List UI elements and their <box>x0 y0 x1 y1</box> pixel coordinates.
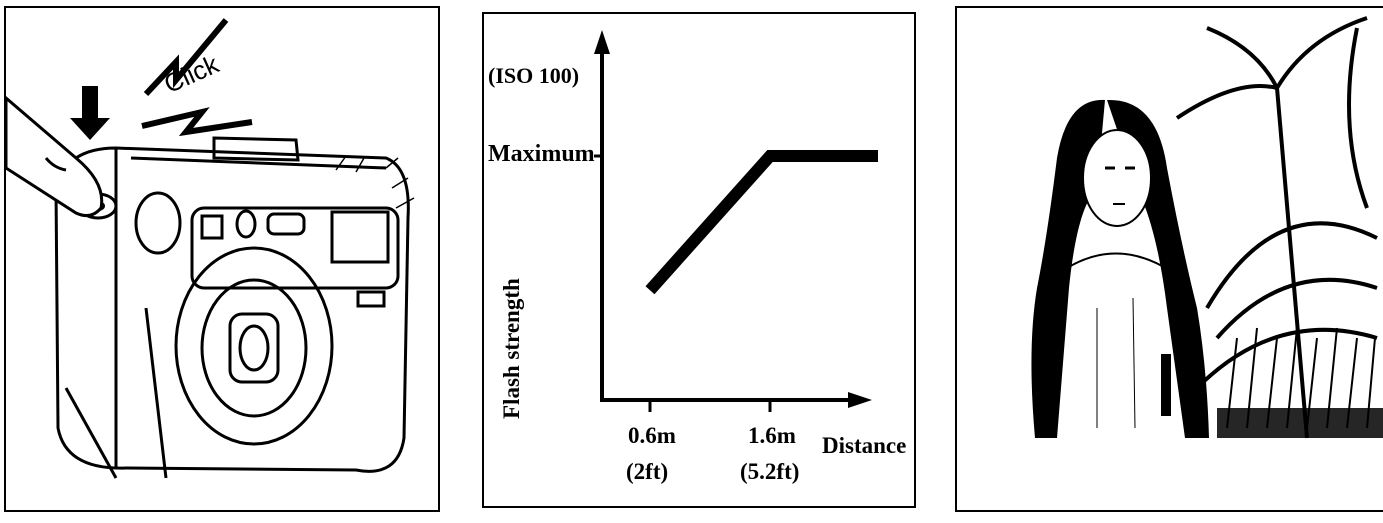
palm-tree-icon <box>1175 16 1378 439</box>
lightning-bolt-icon <box>141 18 253 137</box>
x-tick-alt-label-0: (2ft) <box>626 459 669 484</box>
y-axis-label: Flash strength <box>499 278 524 419</box>
x-axis-label: Distance <box>822 433 907 458</box>
x-axis <box>600 392 872 408</box>
down-arrow-icon <box>70 86 110 140</box>
camera-illustration-panel: Click <box>4 6 440 512</box>
person-portrait-icon <box>1031 99 1209 438</box>
camera-icon <box>6 18 415 479</box>
maximum-label: Maximum <box>488 141 595 167</box>
x-tick-alt-label-1: (5.2ft) <box>740 459 800 484</box>
photo-illustration <box>1031 16 1383 439</box>
flash-photo-example-panel <box>955 6 1383 512</box>
x-tick-label-1: 1.6m <box>748 423 796 448</box>
flash-strength-chart-panel: (ISO 100) Maximum Flash strength Distanc… <box>482 12 916 508</box>
finger-icon <box>6 96 104 218</box>
flash-strength-chart <box>594 30 878 412</box>
flash-strength-line <box>645 150 878 295</box>
y-axis <box>594 30 610 400</box>
iso-label: (ISO 100) <box>488 63 580 88</box>
x-tick-label-0: 0.6m <box>628 423 676 448</box>
